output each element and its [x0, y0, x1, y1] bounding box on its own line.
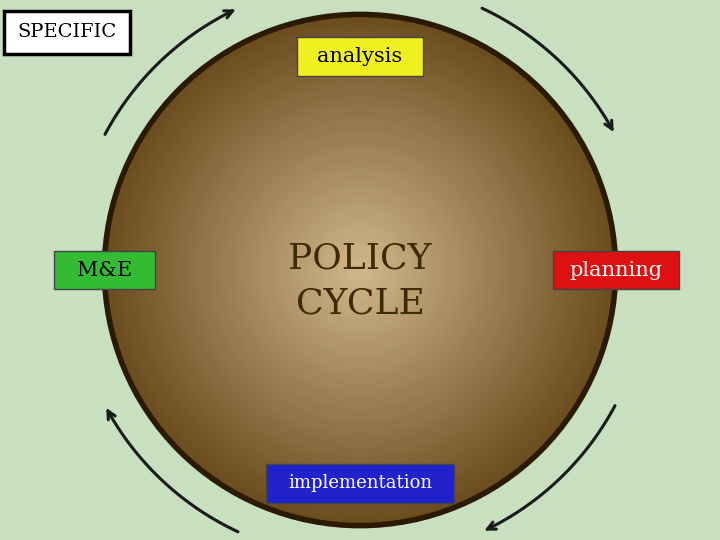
Ellipse shape: [330, 240, 390, 300]
Ellipse shape: [189, 99, 531, 441]
Ellipse shape: [309, 219, 411, 321]
Ellipse shape: [220, 130, 500, 410]
Ellipse shape: [228, 138, 492, 402]
Ellipse shape: [292, 202, 428, 338]
Ellipse shape: [347, 257, 373, 283]
Ellipse shape: [279, 189, 441, 351]
Ellipse shape: [198, 108, 522, 432]
Ellipse shape: [215, 125, 505, 415]
Ellipse shape: [351, 261, 369, 279]
FancyBboxPatch shape: [553, 251, 678, 289]
Ellipse shape: [211, 121, 509, 419]
Ellipse shape: [168, 78, 552, 462]
Ellipse shape: [232, 142, 488, 398]
Ellipse shape: [202, 112, 518, 428]
Ellipse shape: [181, 91, 539, 449]
FancyBboxPatch shape: [4, 11, 130, 54]
Ellipse shape: [322, 232, 398, 308]
Ellipse shape: [245, 155, 475, 385]
Ellipse shape: [122, 31, 598, 509]
Text: planning: planning: [569, 260, 662, 280]
Ellipse shape: [151, 61, 569, 479]
FancyBboxPatch shape: [54, 251, 155, 289]
Ellipse shape: [343, 253, 377, 287]
Ellipse shape: [266, 176, 454, 364]
Ellipse shape: [117, 27, 603, 513]
Ellipse shape: [356, 266, 364, 274]
Ellipse shape: [130, 40, 590, 500]
Text: implementation: implementation: [288, 474, 432, 492]
FancyBboxPatch shape: [297, 37, 423, 76]
Ellipse shape: [104, 15, 616, 525]
Ellipse shape: [313, 223, 407, 317]
Ellipse shape: [185, 96, 535, 444]
Ellipse shape: [275, 185, 445, 355]
Ellipse shape: [113, 23, 607, 517]
Ellipse shape: [143, 53, 577, 487]
Ellipse shape: [207, 117, 513, 423]
Text: analysis: analysis: [318, 47, 402, 66]
Ellipse shape: [224, 134, 496, 406]
Ellipse shape: [109, 19, 611, 521]
Ellipse shape: [334, 245, 386, 295]
Ellipse shape: [164, 74, 556, 466]
Ellipse shape: [134, 44, 586, 496]
Ellipse shape: [147, 57, 573, 483]
Ellipse shape: [160, 70, 560, 470]
Text: SPECIFIC: SPECIFIC: [17, 23, 116, 42]
Ellipse shape: [173, 83, 547, 457]
Ellipse shape: [305, 214, 415, 326]
Ellipse shape: [177, 87, 543, 453]
Ellipse shape: [262, 172, 458, 368]
Ellipse shape: [156, 65, 564, 475]
Ellipse shape: [296, 206, 424, 334]
Ellipse shape: [126, 36, 594, 504]
Text: POLICY
CYCLE: POLICY CYCLE: [288, 241, 432, 320]
Ellipse shape: [194, 104, 526, 436]
Ellipse shape: [300, 211, 420, 329]
Ellipse shape: [240, 151, 480, 389]
Ellipse shape: [249, 159, 471, 381]
Text: M&E: M&E: [77, 260, 132, 280]
FancyBboxPatch shape: [266, 464, 454, 503]
Ellipse shape: [253, 164, 467, 376]
Ellipse shape: [236, 146, 484, 394]
Ellipse shape: [258, 168, 462, 372]
Ellipse shape: [326, 236, 394, 304]
Ellipse shape: [287, 198, 433, 342]
Ellipse shape: [318, 227, 402, 313]
Ellipse shape: [271, 180, 449, 360]
Ellipse shape: [138, 49, 582, 491]
Ellipse shape: [284, 193, 436, 347]
Ellipse shape: [338, 249, 382, 291]
